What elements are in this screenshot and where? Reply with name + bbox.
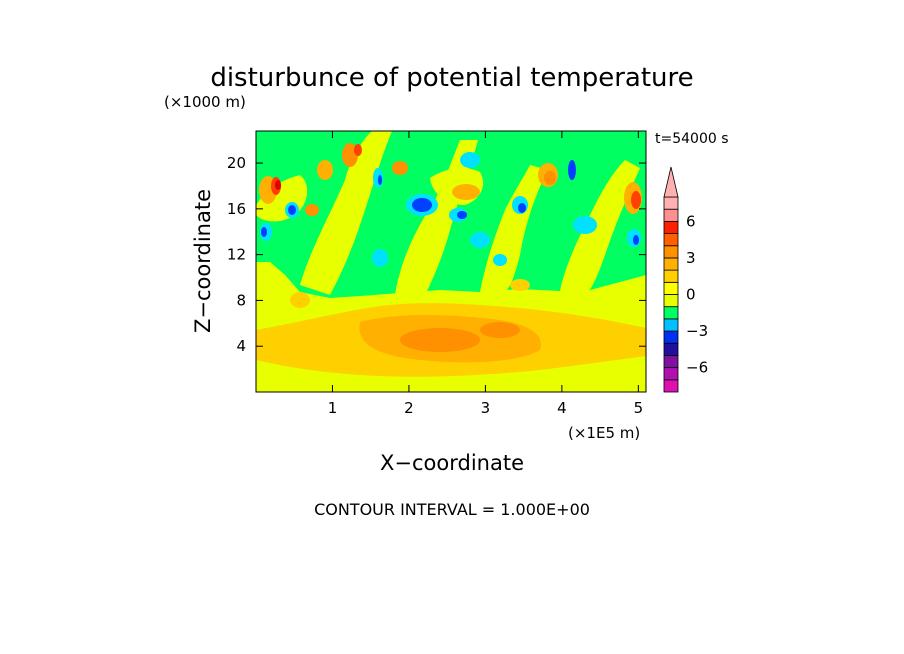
- x-tick-label-5: 5: [634, 399, 644, 417]
- colorbar-tick-label-5: −6: [686, 359, 708, 377]
- y-axis-label: Z−coordinate: [191, 189, 215, 333]
- y-tick-label-12: 12: [227, 246, 246, 264]
- y-tick-label-20: 20: [227, 154, 246, 172]
- contour-cell-35: [290, 292, 310, 308]
- colorbar-swatch-15: [663, 208, 679, 222]
- contour-cell-37: [480, 322, 520, 338]
- colorbar-swatch-6: [663, 318, 679, 332]
- colorbar-swatch-9: [663, 281, 679, 295]
- colorbar-swatch-8: [663, 294, 679, 308]
- x-tick-label-4: 4: [557, 399, 567, 417]
- contour-cell-33: [392, 161, 408, 175]
- contour-cell-3: [275, 180, 281, 190]
- chart-title: disturbunce of potential temperature: [210, 63, 693, 93]
- contour-cell-13: [378, 175, 382, 185]
- colorbar-tick-label-1: 6: [686, 212, 696, 230]
- colorbar-swatch-3: [663, 355, 679, 369]
- contour-cell-19: [452, 184, 480, 200]
- positive-tongue-4: [560, 160, 640, 292]
- y-tick-label-4: 4: [236, 337, 246, 355]
- colorbar: 6 3 0 −3 −6: [663, 166, 708, 393]
- x-tick-label-3: 3: [481, 399, 491, 417]
- colorbar-tick-label-3: 0: [686, 286, 696, 304]
- x-axis-ticks: 1 2 3 4 5: [328, 131, 643, 417]
- colorbar-extend-arrow: [663, 166, 679, 198]
- y-unit-label: (×1000 m): [164, 93, 246, 111]
- contour-cell-21: [518, 203, 526, 213]
- y-tick-label-8: 8: [236, 291, 246, 309]
- colorbar-swatch-11: [663, 257, 679, 271]
- colorbar-swatch-14: [663, 220, 679, 234]
- contour-cell-23: [544, 171, 556, 185]
- y-axis-ticks: 4 8 12 16 20: [227, 154, 646, 355]
- contour-cell-7: [288, 205, 296, 215]
- x-tick-label-2: 2: [404, 399, 414, 417]
- contour-cell-15: [412, 198, 432, 212]
- colorbar-tick-label-4: −3: [686, 322, 708, 340]
- contour-field: [256, 131, 646, 392]
- contour-interval-text: CONTOUR INTERVAL = 1.000E+00: [314, 500, 590, 519]
- contour-cell-8: [317, 160, 333, 180]
- contour-cell-25: [573, 216, 597, 234]
- colorbar-swatch-7: [663, 306, 679, 320]
- colorbar-swatch-2: [663, 367, 679, 381]
- colorbar-swatch-5: [663, 330, 679, 344]
- contour-cell-9: [305, 204, 319, 216]
- contour-cell-27: [631, 191, 641, 209]
- contour-cell-5: [261, 227, 267, 237]
- contour-cell-18: [470, 232, 490, 248]
- colorbar-tick-label-2: 3: [686, 249, 696, 267]
- plot-frame: [255, 130, 647, 393]
- time-label: t=54000 s: [655, 131, 729, 147]
- x-axis-label: X−coordinate: [380, 451, 524, 475]
- contour-cell-34: [510, 279, 530, 291]
- contour-cell-10: [342, 143, 358, 167]
- contour-cell-31: [493, 254, 507, 266]
- colorbar-swatch-10: [663, 269, 679, 283]
- colorbar-swatch-4: [663, 342, 679, 356]
- colorbar-swatch-12: [663, 245, 679, 259]
- contour-cell-36: [400, 328, 480, 352]
- colorbar-swatch-16: [663, 196, 679, 210]
- x-tick-label-1: 1: [328, 399, 338, 417]
- contour-cell-32: [460, 152, 480, 168]
- y-tick-label-16: 16: [227, 200, 246, 218]
- contour-cell-24: [568, 160, 576, 180]
- contour-cell-17: [457, 211, 467, 219]
- colorbar-swatch-1: [663, 379, 679, 393]
- colorbar-swatch-13: [663, 233, 679, 247]
- contour-cell-11: [354, 144, 362, 156]
- contour-cell-30: [372, 249, 388, 267]
- positive-tongue-1: [300, 131, 392, 295]
- contour-cell-29: [633, 235, 639, 245]
- x-unit-label: (×1E5 m): [568, 424, 640, 442]
